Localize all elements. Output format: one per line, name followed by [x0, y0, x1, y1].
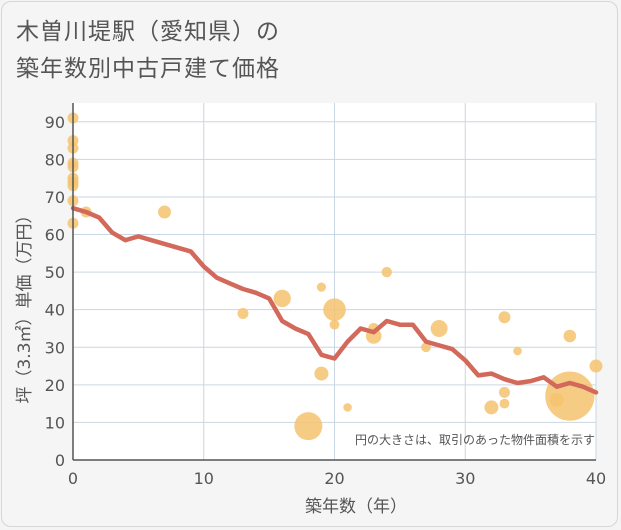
bubbles	[67, 112, 603, 441]
data-bubble	[158, 205, 172, 219]
title-line-2: 築年数別中古戸建て価格	[16, 56, 280, 82]
data-bubble	[314, 366, 329, 381]
y-tick-label: 90	[45, 113, 65, 132]
y-tick-label: 80	[45, 150, 65, 169]
data-bubble	[589, 359, 603, 373]
data-bubble	[323, 298, 346, 321]
y-tick-label: 30	[45, 338, 65, 357]
data-bubble	[499, 398, 510, 409]
data-bubble	[545, 371, 595, 421]
y-tick-label: 10	[45, 413, 65, 432]
x-tick-label: 10	[194, 469, 214, 488]
trend-line	[70, 205, 599, 395]
data-bubble	[237, 307, 249, 319]
data-bubble	[498, 386, 510, 398]
y-tick-label: 0	[55, 451, 65, 470]
y-tick-label: 70	[45, 188, 65, 207]
data-bubble	[316, 282, 327, 292]
data-bubble	[381, 266, 392, 278]
x-tick-label: 0	[68, 469, 78, 488]
data-bubble	[484, 400, 499, 415]
y-tick-label: 40	[45, 301, 65, 320]
title-line-1: 木曽川堤駅（愛知県）の	[16, 19, 280, 45]
y-tick-label: 60	[45, 226, 65, 245]
data-bubble	[421, 342, 431, 353]
x-tick-label: 20	[324, 469, 344, 488]
data-bubble	[273, 289, 291, 308]
data-bubble	[343, 403, 352, 412]
data-bubble	[430, 319, 448, 337]
trend-line-group	[70, 205, 599, 395]
axes	[72, 103, 596, 461]
data-bubble	[294, 412, 323, 441]
data-bubble	[498, 311, 511, 324]
x-tick-label: 30	[455, 469, 475, 488]
data-bubble	[563, 329, 577, 343]
grid-lines	[72, 103, 597, 461]
tick-labels: 0 10 20 30 40 50 60 70 80 90 0 10 20 30 40	[45, 113, 607, 488]
chart-title: 木曽川堤駅（愛知県）の 築年数別中古戸建て価格	[16, 14, 536, 88]
data-bubble	[329, 319, 340, 330]
size-note: 円の大きさは、取引のあった物件面積を示す	[355, 432, 595, 447]
y-tick-label: 20	[45, 376, 65, 395]
data-bubble	[513, 346, 522, 356]
y-tick-label: 50	[45, 263, 65, 282]
x-tick-label: 40	[586, 469, 606, 488]
y-axis-label: 坪（3.3㎡）単価（万円）	[15, 206, 35, 403]
x-axis-label: 築年数（年）	[305, 497, 407, 517]
